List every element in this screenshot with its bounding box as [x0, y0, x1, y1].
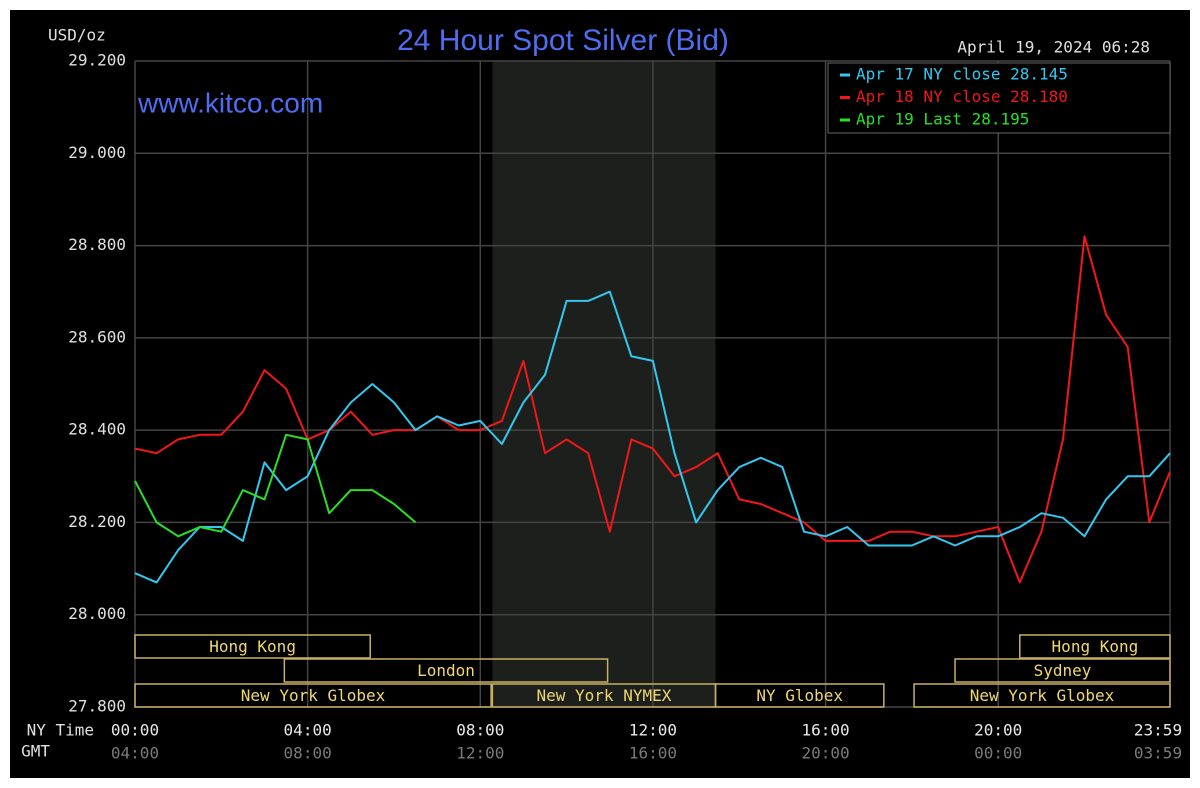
session-box — [1019, 634, 1171, 659]
session-label: Hong Kong — [1052, 637, 1139, 656]
session-label: New York Globex — [241, 686, 386, 705]
y-tick-label: 28.000 — [68, 604, 126, 623]
legend-box — [827, 62, 1171, 134]
session-label: New York Globex — [970, 686, 1115, 705]
x2-tick-label: 12:00 — [456, 744, 504, 763]
y-tick-label: 28.400 — [68, 420, 126, 439]
y-tick-label: 29.000 — [68, 143, 126, 162]
session-shade — [492, 61, 716, 707]
y-tick-label: 28.600 — [68, 327, 126, 346]
x-tick-label: 20:00 — [974, 721, 1022, 740]
x2-tick-label: 03:59 — [1134, 744, 1182, 763]
x-tick-label: 08:00 — [456, 721, 504, 740]
session-label: New York NYMEX — [537, 686, 672, 705]
chart-title: 24 Hour Spot Silver (Bid) — [397, 24, 729, 57]
timestamp: April 19, 2024 06:28 — [957, 38, 1150, 57]
x-tick-label: 12:00 — [629, 721, 677, 740]
x2-tick-label: 20:00 — [801, 744, 849, 763]
y-tick-label: 28.200 — [68, 512, 126, 531]
session-box — [134, 634, 371, 659]
session-box — [134, 683, 492, 708]
x-tick-label: 23:59 — [1134, 721, 1182, 740]
session-box — [714, 683, 885, 708]
session-box — [954, 658, 1171, 683]
legend-label: Apr 17 NY close 28.145 — [856, 65, 1068, 84]
session-label: NY Globex — [756, 686, 843, 705]
x2-tick-label: 08:00 — [284, 744, 332, 763]
session-label: Hong Kong — [209, 637, 296, 656]
x-tick-label: 16:00 — [801, 721, 849, 740]
legend-label: Apr 18 NY close 28.180 — [856, 87, 1068, 106]
series-line — [134, 433, 417, 538]
y-axis-label: USD/oz — [48, 26, 106, 45]
session-label: London — [417, 661, 475, 680]
x-tick-label: 00:00 — [111, 721, 159, 740]
x-axis-label: NY Time — [27, 721, 94, 740]
series-line — [134, 290, 1171, 584]
x2-tick-label: 00:00 — [974, 744, 1022, 763]
y-tick-label: 29.200 — [68, 51, 126, 70]
x-tick-label: 04:00 — [284, 721, 332, 740]
session-box — [283, 658, 609, 683]
y-tick-label: 27.800 — [68, 697, 126, 716]
x2-tick-label: 04:00 — [111, 744, 159, 763]
watermark: www.kitco.com — [137, 87, 323, 118]
session-label: Sydney — [1034, 661, 1092, 680]
x2-tick-label: 16:00 — [629, 744, 677, 763]
legend-label: Apr 19 Last 28.195 — [856, 110, 1029, 129]
x2-axis-label: GMT — [21, 742, 50, 761]
y-tick-label: 28.800 — [68, 235, 126, 254]
session-box — [913, 683, 1171, 708]
